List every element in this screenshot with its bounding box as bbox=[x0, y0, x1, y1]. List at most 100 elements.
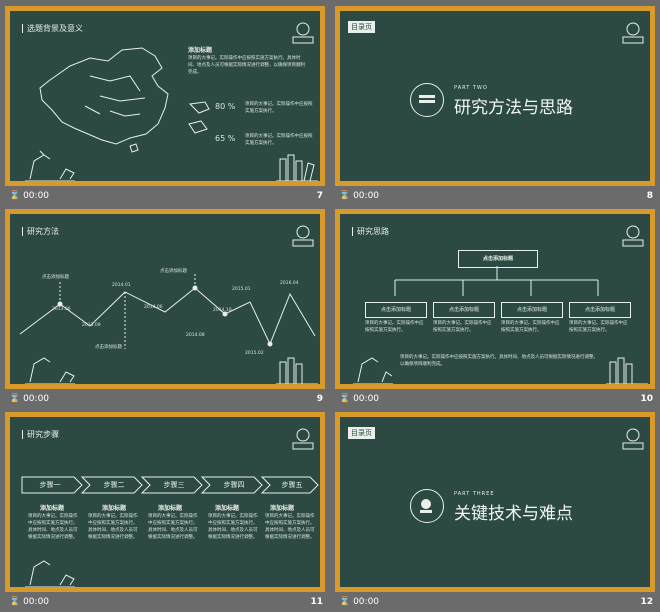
content-heading: 添加标题 bbox=[188, 47, 213, 54]
duration-value: 00:00 bbox=[23, 394, 50, 404]
apple-books-icon bbox=[622, 22, 644, 44]
slide-meta: ⌛ 00:00 12 bbox=[339, 595, 655, 609]
stat-65: 65 % bbox=[215, 134, 236, 143]
duration-label: ⌛ 00:00 bbox=[9, 597, 50, 607]
section-title: 研究方法与思路 bbox=[454, 98, 573, 118]
slide-number: 9 bbox=[316, 394, 323, 404]
step-heading: 添加标题 bbox=[102, 505, 127, 512]
slide-number: 12 bbox=[640, 597, 653, 607]
stat-unit: % bbox=[227, 134, 236, 143]
books-icon bbox=[606, 357, 648, 384]
slide-number: 7 bbox=[316, 191, 323, 201]
step-text: 项目的大事记。实际操作中应按照实施方案执行。具体时间、地点及人员可根据实际情况进… bbox=[28, 514, 78, 540]
slide-7[interactable]: 选题背景及意义 添加标题 项目的大事记。实际操作中应按照实施方案执行。具体时间、… bbox=[5, 6, 325, 206]
desk-lamp-icon bbox=[25, 357, 75, 384]
apple-books-icon bbox=[622, 428, 644, 450]
duration-label: ⌛ 00:00 bbox=[339, 394, 380, 404]
timeline-date: 2015.01 bbox=[232, 287, 251, 292]
slide-number: 8 bbox=[646, 191, 653, 201]
tree-child-box: 点击添加标题 bbox=[365, 302, 427, 318]
duration-label: ⌛ 00:00 bbox=[9, 191, 50, 201]
slide-number: 10 bbox=[640, 394, 653, 404]
slide-board: 研究步骤 步骤一 步骤二 步骤三 步骤四 步骤五 添加标题 添加标题 添加标题 … bbox=[5, 412, 325, 592]
stat-unit: % bbox=[227, 102, 236, 111]
step-text: 项目的大事记。实际操作中应按照实施方案执行。具体时间、地点及人员可根据实际情况进… bbox=[88, 514, 138, 540]
step-text: 项目的大事记。实际操作中应按照实施方案执行。具体时间、地点及人员可根据实际情况进… bbox=[265, 514, 315, 540]
content-body: 项目的大事记。实际操作中应按照实施方案执行。具体时间、地点及人员可根据实际情况进… bbox=[188, 56, 305, 75]
timeline-label: 点击添加标题 bbox=[95, 345, 122, 350]
timeline-label: 点击添加标题 bbox=[160, 269, 187, 274]
tree-child-text: 项目的大事记。实际操作中应按照实施方案执行。 bbox=[501, 321, 560, 333]
stat-text: 项目的大事记。实际操作中应按照实施方案执行。 bbox=[245, 102, 313, 114]
stat-value: 80 bbox=[215, 102, 226, 111]
desk-lamp-icon bbox=[353, 357, 393, 384]
step-heading: 添加标题 bbox=[40, 505, 65, 512]
slide-board: 目录页 PART THREE 关键技术与难点 bbox=[335, 412, 655, 592]
section-badge: 目录页 bbox=[348, 21, 375, 33]
books-icon bbox=[276, 357, 318, 384]
timeline-date: 2014.10 bbox=[213, 308, 232, 313]
timeline-label: 点击添加标题 bbox=[42, 275, 69, 280]
tree-connectors bbox=[394, 266, 599, 296]
timeline-date: 2013.06 bbox=[52, 307, 71, 312]
desk-lamp-icon bbox=[25, 560, 75, 587]
tree-child-text: 项目的大事记。实际操作中应按照实施方案执行。 bbox=[433, 321, 492, 333]
tree-child-text: 项目的大事记。实际操作中应按照实施方案执行。 bbox=[569, 321, 628, 333]
duration-value: 00:00 bbox=[353, 191, 380, 201]
part-label: PART THREE bbox=[454, 491, 495, 497]
timeline-date: 2013.09 bbox=[82, 323, 101, 328]
timeline-point bbox=[192, 285, 198, 291]
book-stack-icon-glyph bbox=[419, 95, 435, 103]
slide-title: 研究步骤 bbox=[22, 429, 59, 440]
section-badge: 目录页 bbox=[348, 427, 375, 439]
tree-child-box: 点击添加标题 bbox=[501, 302, 563, 318]
book-stack-icon bbox=[410, 83, 444, 117]
slide-12[interactable]: 目录页 PART THREE 关键技术与难点 ⌛ 00:00 12 bbox=[335, 412, 655, 612]
tree-child-text: 项目的大事记。实际操作中应按照实施方案执行。 bbox=[365, 321, 424, 333]
slide-number: 11 bbox=[310, 597, 323, 607]
step-label: 步骤二 bbox=[103, 481, 125, 489]
apple-books-icon bbox=[292, 225, 314, 247]
slide-title: 研究方法 bbox=[22, 226, 59, 237]
timeline-date: 2014.01 bbox=[112, 283, 131, 288]
slide-8[interactable]: 目录页 PART TWO 研究方法与思路 ⌛ 00:00 8 bbox=[335, 6, 655, 206]
timeline-date: 2014.06 bbox=[144, 305, 163, 310]
apple-books-icon bbox=[622, 225, 644, 247]
slide-board: 目录页 PART TWO 研究方法与思路 bbox=[335, 6, 655, 186]
stat-text: 项目的大事记。实际操作中应按照实施方案执行。 bbox=[245, 134, 313, 146]
slide-title: 选题背景及意义 bbox=[22, 23, 83, 34]
slide-10[interactable]: 研究思路 点击添加标题 点击添加标题 点击添加标题 点击添加标题 点击添加标题 … bbox=[335, 209, 655, 409]
slide-meta: ⌛ 00:00 9 bbox=[9, 392, 325, 406]
duration-value: 00:00 bbox=[23, 191, 50, 201]
step-heading: 添加标题 bbox=[215, 505, 240, 512]
stat-value: 65 bbox=[215, 134, 226, 143]
timeline-date: 2015.02 bbox=[245, 351, 264, 356]
slide-meta: ⌛ 00:00 11 bbox=[9, 595, 325, 609]
slide-meta: ⌛ 00:00 8 bbox=[339, 189, 655, 203]
china-map-icon bbox=[39, 47, 169, 153]
step-label: 步骤一 bbox=[39, 481, 61, 489]
duration-value: 00:00 bbox=[353, 597, 380, 607]
timeline-chart bbox=[19, 274, 316, 349]
tree-child-box: 点击添加标题 bbox=[433, 302, 495, 318]
map-detail-icon bbox=[188, 101, 210, 134]
duration-value: 00:00 bbox=[23, 597, 50, 607]
slide-meta: ⌛ 00:00 7 bbox=[9, 189, 325, 203]
timeline-date: 2014.08 bbox=[186, 333, 205, 338]
timeline-point bbox=[57, 301, 63, 307]
duration-value: 00:00 bbox=[353, 394, 380, 404]
slide-11[interactable]: 研究步骤 步骤一 步骤二 步骤三 步骤四 步骤五 添加标题 添加标题 添加标题 … bbox=[5, 412, 325, 612]
books-icon bbox=[276, 154, 318, 181]
step-arrows bbox=[21, 476, 319, 494]
apple-books-icon bbox=[292, 428, 314, 450]
timeline-point bbox=[222, 311, 228, 317]
duration-label: ⌛ 00:00 bbox=[339, 191, 380, 201]
duration-label: ⌛ 00:00 bbox=[339, 597, 380, 607]
timeline-line bbox=[19, 287, 316, 346]
slide-9[interactable]: 研究方法 点击添加标题 点击添加标题 点击添加标题 2013.06 2013.0… bbox=[5, 209, 325, 409]
part-label: PART TWO bbox=[454, 85, 488, 91]
duration-label: ⌛ 00:00 bbox=[9, 394, 50, 404]
desk-lamp-icon bbox=[25, 150, 75, 181]
step-heading: 添加标题 bbox=[158, 505, 183, 512]
section-title: 关键技术与难点 bbox=[454, 504, 573, 524]
